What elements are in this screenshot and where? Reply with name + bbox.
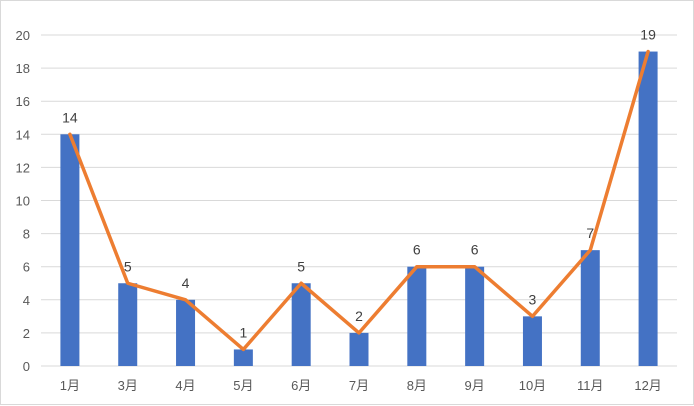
x-tick-label-10: 12月 bbox=[634, 378, 661, 393]
y-tick-label-2: 2 bbox=[23, 326, 30, 341]
x-tick-label-8: 10月 bbox=[519, 378, 546, 393]
y-tick-label-12: 12 bbox=[16, 160, 30, 175]
y-tick-label-10: 10 bbox=[16, 194, 30, 209]
x-tick-label-5: 7月 bbox=[349, 378, 369, 393]
data-label-3: 1 bbox=[239, 324, 247, 340]
data-label-6: 6 bbox=[413, 242, 421, 258]
x-tick-label-3: 5月 bbox=[233, 378, 253, 393]
bar-8 bbox=[522, 316, 542, 366]
bar-10 bbox=[638, 51, 658, 367]
y-tick-label-0: 0 bbox=[23, 359, 30, 374]
y-tick-label-8: 8 bbox=[23, 227, 30, 242]
data-label-5: 2 bbox=[355, 308, 363, 324]
data-label-2: 4 bbox=[182, 275, 190, 291]
data-label-1: 5 bbox=[124, 258, 132, 274]
line-series bbox=[68, 49, 650, 352]
bar-3 bbox=[233, 349, 253, 366]
data-label-4: 5 bbox=[297, 258, 305, 274]
x-axis-tick-labels: 1月 3月 4月 5月 6月 7月 8月 9月 10月 11月 12月 bbox=[60, 378, 662, 393]
x-tick-label-2: 4月 bbox=[175, 378, 195, 393]
bar-4 bbox=[291, 283, 311, 366]
data-labels: 14 5 4 1 5 2 6 6 3 7 19 bbox=[62, 27, 656, 341]
x-tick-label-4: 6月 bbox=[291, 378, 311, 393]
bar-6 bbox=[407, 266, 427, 366]
line-series-path bbox=[68, 49, 650, 352]
data-label-9: 7 bbox=[586, 225, 594, 241]
data-label-0: 14 bbox=[62, 109, 78, 125]
y-tick-label-18: 18 bbox=[16, 61, 30, 76]
bar-2 bbox=[176, 299, 196, 366]
x-tick-label-7: 9月 bbox=[465, 378, 485, 393]
data-label-8: 3 bbox=[529, 291, 537, 307]
data-label-10: 19 bbox=[640, 27, 656, 43]
x-tick-label-9: 11月 bbox=[577, 378, 604, 393]
y-tick-label-16: 16 bbox=[16, 94, 30, 109]
bar-7 bbox=[465, 266, 485, 366]
bar-1 bbox=[118, 283, 138, 366]
data-label-7: 6 bbox=[471, 242, 479, 258]
x-tick-label-0: 1月 bbox=[60, 378, 80, 393]
x-tick-label-6: 8月 bbox=[407, 378, 427, 393]
y-tick-label-6: 6 bbox=[23, 260, 30, 275]
y-tick-label-20: 20 bbox=[16, 28, 30, 43]
gridlines bbox=[41, 34, 677, 367]
bar-5 bbox=[349, 332, 369, 366]
bar-series bbox=[60, 51, 658, 367]
y-tick-label-4: 4 bbox=[23, 293, 30, 308]
y-axis-tick-labels: 0 2 4 6 8 10 12 14 16 18 20 bbox=[16, 28, 30, 374]
x-tick-label-1: 3月 bbox=[118, 378, 138, 393]
y-tick-label-14: 14 bbox=[16, 127, 30, 142]
bar-9 bbox=[580, 250, 600, 366]
bar-0 bbox=[60, 134, 80, 366]
